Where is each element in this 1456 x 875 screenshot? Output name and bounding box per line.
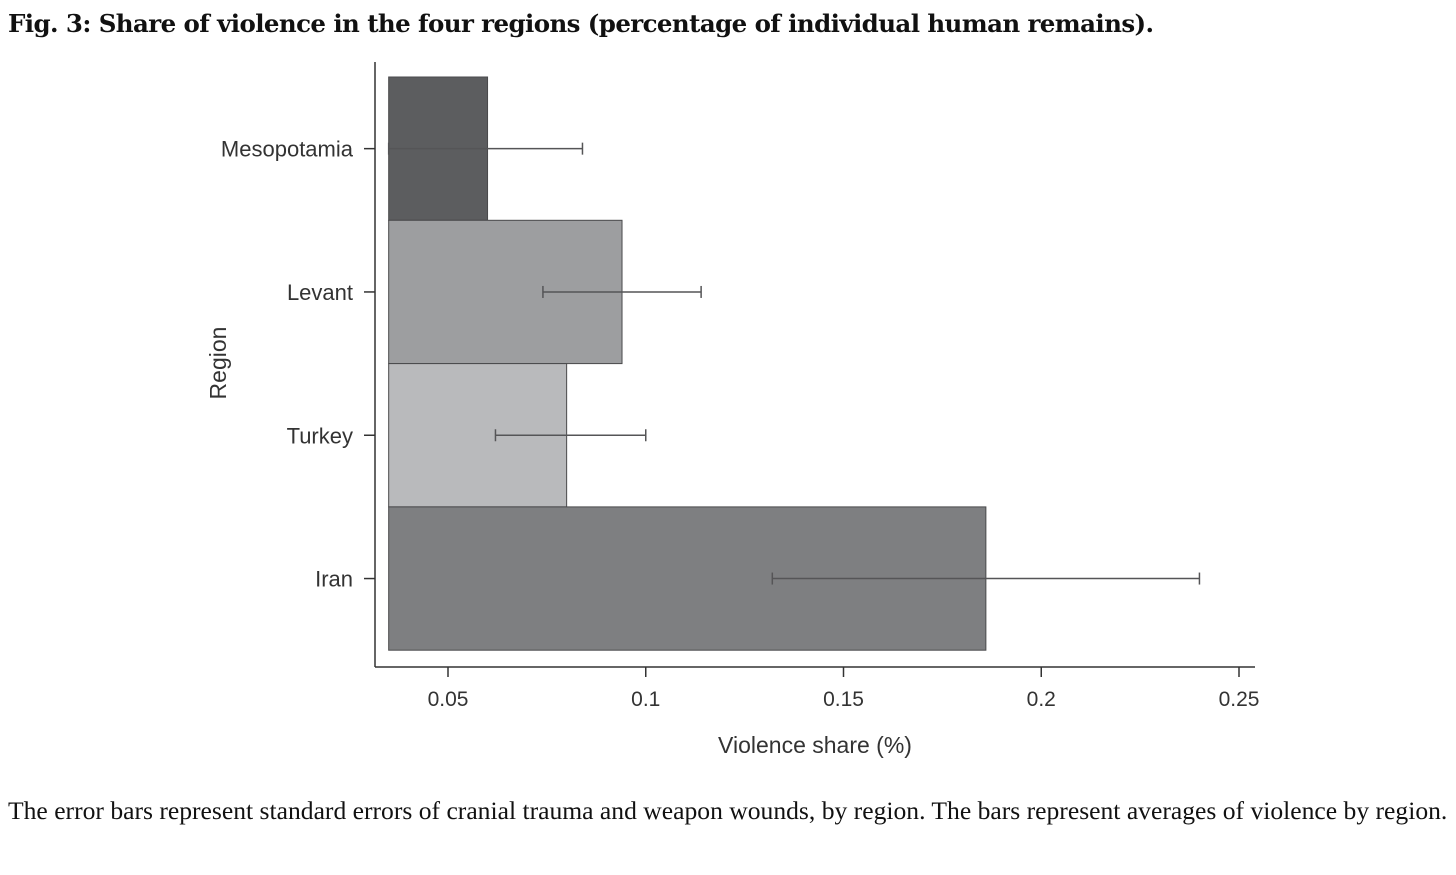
x-tick-label-1: 0.1 bbox=[631, 688, 660, 711]
y-ticks-layer: Mesopotamia Levant Turkey Iran bbox=[221, 137, 375, 592]
bars-layer bbox=[388, 76, 987, 651]
x-tick-label-4: 0.25 bbox=[1219, 688, 1260, 711]
figure-caption: The error bars represent standard errors… bbox=[8, 796, 1448, 825]
y-tick-label-iran: Iran bbox=[315, 567, 353, 592]
y-tick-label-levant: Levant bbox=[287, 280, 353, 305]
x-ticks-layer: 0.05 0.1 0.15 0.2 0.25 bbox=[428, 667, 1260, 711]
y-tick-label-turkey: Turkey bbox=[287, 423, 353, 448]
axes-layer bbox=[374, 62, 1255, 668]
figure-title: Fig. 3: Share of violence in the four re… bbox=[8, 9, 1154, 38]
error-bars-layer bbox=[387, 142, 1201, 585]
x-tick-label-3: 0.2 bbox=[1027, 688, 1056, 711]
x-axis-title: Violence share (%) bbox=[718, 732, 912, 758]
x-tick-label-0: 0.05 bbox=[428, 688, 469, 711]
chart-area: Mesopotamia Levant Turkey Iran 0.05 0.1 0.15 0… bbox=[205, 62, 1260, 758]
y-tick-label-mesopotamia: Mesopotamia bbox=[221, 137, 354, 162]
y-axis-title: Region bbox=[205, 327, 231, 400]
x-tick-label-2: 0.15 bbox=[823, 688, 864, 711]
